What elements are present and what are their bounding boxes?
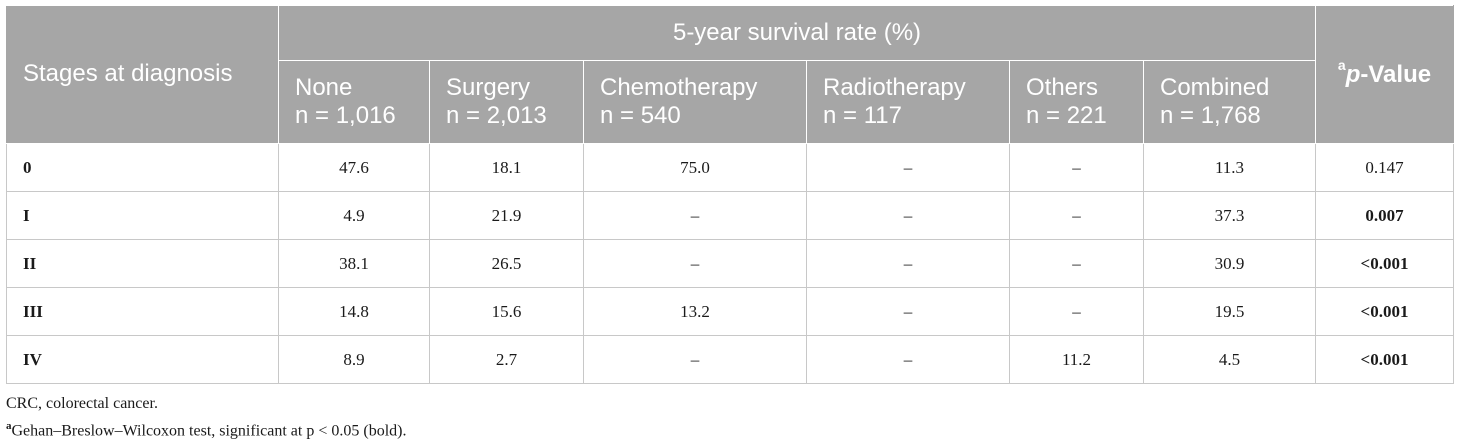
pvalue-cell: 0.007 xyxy=(1315,191,1454,240)
pvalue-p-letter: p xyxy=(1345,60,1361,88)
survival-group-header: 5-year survival rate (%) xyxy=(278,5,1316,61)
value-cell: – xyxy=(806,335,1010,384)
value-cell: 11.2 xyxy=(1009,335,1144,384)
column-header-radiotherapy: Radiotherapy n = 117 xyxy=(806,60,1010,144)
stage-column-header: Stages at diagnosis xyxy=(6,5,279,144)
value-cell: 26.5 xyxy=(429,239,584,288)
value-cell: 19.5 xyxy=(1143,287,1316,336)
value-cell: – xyxy=(583,191,807,240)
test-footnote: aGehan–Breslow–Wilcoxon test, significan… xyxy=(6,415,406,442)
column-header-none: None n = 1,016 xyxy=(278,60,430,144)
value-cell: – xyxy=(1009,287,1144,336)
value-cell: 37.3 xyxy=(1143,191,1316,240)
value-cell: 21.9 xyxy=(429,191,584,240)
column-name: None xyxy=(295,73,353,101)
stage-cell: II xyxy=(6,239,279,288)
column-count: n = 2,013 xyxy=(446,102,547,129)
value-cell: 18.1 xyxy=(429,143,584,192)
column-count: n = 221 xyxy=(1026,102,1107,129)
pvalue-cell: <0.001 xyxy=(1315,239,1454,288)
table-row: 0 47.6 18.1 75.0 – – 11.3 0.147 xyxy=(6,143,1454,192)
column-name: Surgery xyxy=(446,73,531,101)
abbreviation-footnote: CRC, colorectal cancer. xyxy=(6,395,158,412)
pvalue-footnote-marker: a xyxy=(1337,56,1346,73)
column-count: n = 117 xyxy=(823,102,902,129)
column-header-combined: Combined n = 1,768 xyxy=(1143,60,1316,144)
value-cell: 75.0 xyxy=(583,143,807,192)
value-cell: 4.5 xyxy=(1143,335,1316,384)
column-name: Combined xyxy=(1160,73,1270,101)
value-cell: 30.9 xyxy=(1143,239,1316,288)
column-header-chemotherapy: Chemotherapy n = 540 xyxy=(583,60,807,144)
column-name: Others xyxy=(1026,73,1099,101)
column-count: n = 1,016 xyxy=(295,102,396,129)
value-cell: – xyxy=(583,335,807,384)
pvalue-column-header: ap-Value xyxy=(1315,5,1454,144)
pvalue-cell: <0.001 xyxy=(1315,335,1454,384)
table-body: 0 47.6 18.1 75.0 – – 11.3 0.147 I 4.9 21… xyxy=(6,143,1454,384)
value-cell: – xyxy=(806,191,1010,240)
table-header: Stages at diagnosis 5-year survival rate… xyxy=(6,5,1454,144)
test-footnote-marker: a xyxy=(6,420,12,432)
table-row: IV 8.9 2.7 – – 11.2 4.5 <0.001 xyxy=(6,335,1454,384)
table-row: III 14.8 15.6 13.2 – – 19.5 <0.001 xyxy=(6,287,1454,336)
value-cell: – xyxy=(806,143,1010,192)
column-count: n = 1,768 xyxy=(1160,102,1261,129)
value-cell: 2.7 xyxy=(429,335,584,384)
value-cell: 13.2 xyxy=(583,287,807,336)
pvalue-cell: <0.001 xyxy=(1315,287,1454,336)
value-cell: 8.9 xyxy=(278,335,430,384)
column-header-surgery: Surgery n = 2,013 xyxy=(429,60,584,144)
column-count: n = 540 xyxy=(600,102,681,129)
value-cell: – xyxy=(583,239,807,288)
value-cell: 14.8 xyxy=(278,287,430,336)
value-cell: – xyxy=(806,287,1010,336)
value-cell: 4.9 xyxy=(278,191,430,240)
table-row: II 38.1 26.5 – – – 30.9 <0.001 xyxy=(6,239,1454,288)
value-cell: 47.6 xyxy=(278,143,430,192)
column-header-others: Others n = 221 xyxy=(1009,60,1144,144)
value-cell: – xyxy=(1009,239,1144,288)
value-cell: – xyxy=(1009,143,1144,192)
pvalue-header-suffix: -Value xyxy=(1360,60,1432,88)
value-cell: – xyxy=(806,239,1010,288)
value-cell: 11.3 xyxy=(1143,143,1316,192)
stage-cell: 0 xyxy=(6,143,279,192)
value-cell: 38.1 xyxy=(278,239,430,288)
value-cell: 15.6 xyxy=(429,287,584,336)
value-cell: – xyxy=(1009,191,1144,240)
stage-cell: IV xyxy=(6,335,279,384)
column-name: Chemotherapy xyxy=(600,73,758,101)
stage-cell: I xyxy=(6,191,279,240)
test-footnote-text: Gehan–Breslow–Wilcoxon test, significant… xyxy=(11,422,407,440)
column-name: Radiotherapy xyxy=(823,73,966,101)
survival-table: Stages at diagnosis 5-year survival rate… xyxy=(6,5,1454,384)
pvalue-cell: 0.147 xyxy=(1315,143,1454,192)
stage-cell: III xyxy=(6,287,279,336)
table-footnotes: CRC, colorectal cancer. aGehan–Breslow–W… xyxy=(6,393,406,442)
table-row: I 4.9 21.9 – – – 37.3 0.007 xyxy=(6,191,1454,240)
